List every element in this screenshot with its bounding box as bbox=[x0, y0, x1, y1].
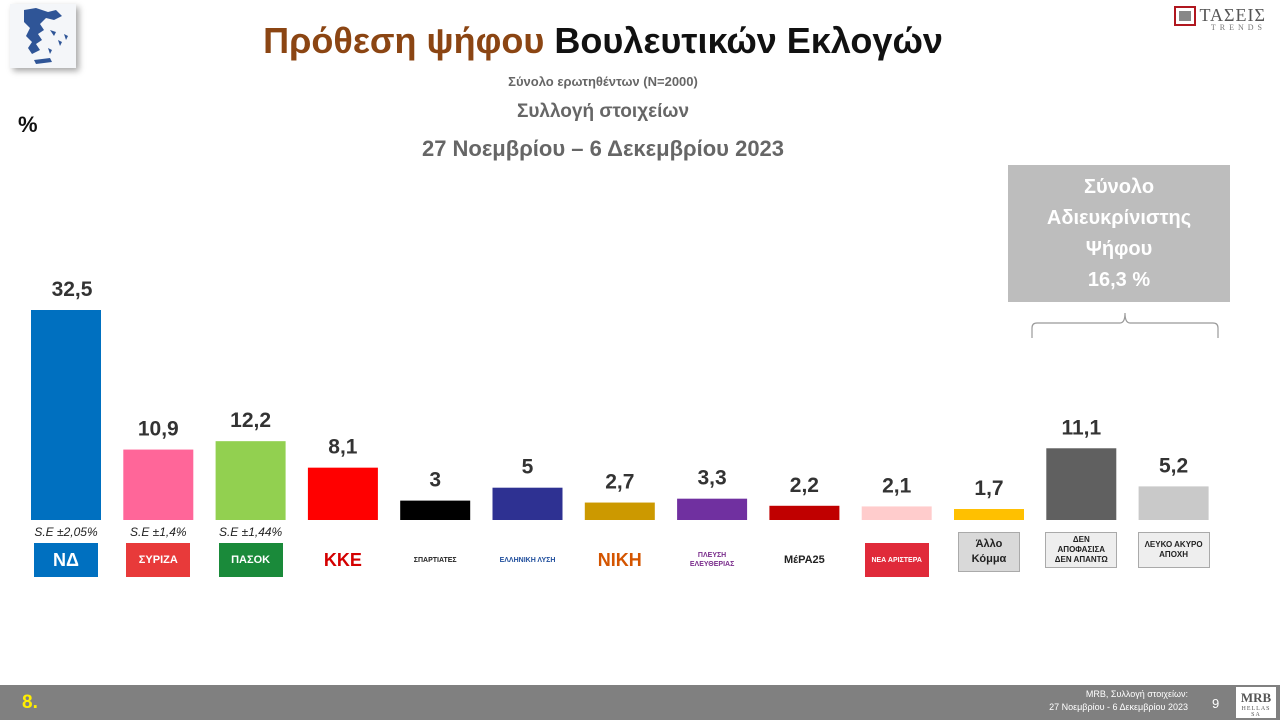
sample-subtitle: Σύνολο ερωτηθέντων (N=2000) bbox=[508, 74, 698, 89]
bar-10 bbox=[954, 509, 1024, 520]
footer-source: MRB, Συλλογή στοιχείων: 27 Νοεμβρίου - 6… bbox=[1049, 688, 1188, 714]
bar-value-label-12: 5,2 bbox=[1159, 454, 1188, 477]
logo-label-5: ΕΛΛΗΝΙΚΗ ΛΥΣΗ bbox=[499, 556, 556, 564]
bar-value-label-9: 2,1 bbox=[882, 474, 912, 497]
logo-label-12: ΛΕΥΚΟ ΑΚΥΡΟ ΑΠΟΧΗ bbox=[1144, 540, 1203, 559]
mrb-logo-text: MRB bbox=[1240, 690, 1272, 705]
collection-label: Συλλογή στοιχείων bbox=[516, 101, 690, 122]
elliniki-lysi-logo-icon: ΕΛΛΗΝΙΚΗ ΛΥΣΗ bbox=[495, 543, 560, 577]
total-box-line-1: Σύνολο bbox=[1083, 176, 1155, 198]
logo-label-11: ΔΕΝ ΑΠΟΦΑΣΙΣΑ ΔΕΝ ΑΠΑΝΤΩ bbox=[1054, 535, 1108, 564]
bar-value-label-1: 10,9 bbox=[138, 418, 179, 441]
bar-3 bbox=[307, 467, 378, 520]
title-part-2: Βουλευτικών Εκλογών bbox=[554, 20, 943, 61]
bar-11 bbox=[1046, 448, 1117, 520]
bar-value-label-6: 2,7 bbox=[605, 471, 634, 494]
bar-value-label-8: 2,2 bbox=[790, 474, 819, 497]
greece-map-icon bbox=[10, 4, 76, 68]
logo-label-1: ΣΥΡΙΖΑ bbox=[138, 553, 178, 566]
logo-label-2: ΠΑΣΟΚ bbox=[231, 553, 271, 566]
standard-error-label-0: S.E ±2,05% bbox=[34, 525, 98, 539]
total-box-line-2: Αδιευκρίνιστης bbox=[1046, 207, 1192, 229]
total-box-line-3: Ψήφου bbox=[1085, 238, 1153, 260]
footer-source-line-1: MRB, Συλλογή στοιχείων: bbox=[1085, 689, 1188, 699]
date-range: 27 Νοεμβρίου – 6 Δεκεμβρίου 2023 bbox=[421, 136, 785, 161]
mrb-logo-subtext: HELLAS SA bbox=[1241, 706, 1271, 718]
mera25-logo-icon: ΜέΡΑ25 bbox=[772, 543, 837, 577]
mrb-logo: MRB HELLAS SA bbox=[1236, 687, 1276, 718]
vote-intention-chart: 32,5 10,9 12,2 8,1 3 5 2,7 3,3 2,2 2,1 1,7 11,1 5,2 S… bbox=[31, 278, 1219, 539]
spartiates-logo-icon: ΣΠΑΡΤΙΑΤΕΣ bbox=[403, 543, 468, 577]
pasok-logo-icon: ΠΑΣΟΚ bbox=[218, 543, 283, 577]
logo-label-8: ΜέΡΑ25 bbox=[783, 553, 825, 566]
undecided-label: ΔΕΝ ΑΠΟΦΑΣΙΣΑ ΔΕΝ ΑΠΑΝΤΩ bbox=[1045, 532, 1118, 568]
syriza-logo-icon: ΣΥΡΙΖΑ bbox=[126, 543, 191, 577]
bar-2 bbox=[215, 441, 286, 520]
standard-error-label-2: S.E ±1,44% bbox=[219, 525, 283, 539]
niki-logo-icon: ΝΙΚΗ bbox=[587, 543, 652, 577]
bar-value-label-2: 12,2 bbox=[230, 409, 271, 432]
bar-8 bbox=[769, 505, 840, 520]
bar-6 bbox=[584, 502, 655, 520]
blank-invalid-label: ΛΕΥΚΟ ΑΚΥΡΟ ΑΠΟΧΗ bbox=[1137, 532, 1210, 568]
bar-value-label-5: 5 bbox=[522, 456, 534, 479]
bar-9 bbox=[861, 506, 932, 520]
bar-value-label-10: 1,7 bbox=[974, 477, 1003, 500]
tasseis-trends-logo: ΤΑΣΕΙΣ TRENDS bbox=[1173, 5, 1267, 32]
bar-value-label-11: 11,1 bbox=[1061, 416, 1101, 439]
bar-value-label-4: 3 bbox=[429, 469, 441, 492]
total-box-line-4: 16,3 % bbox=[1087, 269, 1151, 291]
brand-mark-icon bbox=[1173, 6, 1196, 26]
nd-logo-icon: ΝΔ bbox=[34, 543, 98, 577]
bar-1 bbox=[123, 449, 194, 520]
nea-aristera-logo-icon: ΝΕΑ ΑΡΙΣΤΕΡΑ bbox=[864, 543, 929, 577]
logo-label-6: ΝΙΚΗ bbox=[597, 549, 642, 570]
page-number: 9 bbox=[1212, 696, 1220, 711]
logo-label-7: ΠΛΕΥΣΗ ΕΛΕΥΘΕΡΙΑΣ bbox=[689, 552, 735, 568]
bar-7 bbox=[677, 498, 748, 520]
footer-source-line-2: 27 Νοεμβρίου - 6 Δεκεμβρίου 2023 bbox=[1049, 702, 1188, 712]
logo-label-9: ΝΕΑ ΑΡΙΣΤΕΡΑ bbox=[871, 556, 922, 564]
logo-label-3: ΚΚΕ bbox=[323, 549, 362, 570]
kke-logo-icon: ΚΚΕ bbox=[310, 543, 375, 577]
bar-value-label-0: 32,5 bbox=[52, 278, 93, 301]
bar-value-label-7: 3,3 bbox=[697, 467, 726, 490]
undecided-total-box: Σύνολο Αδιευκρίνιστης Ψήφου 16,3 % bbox=[1008, 165, 1230, 302]
logo-label-10: Άλλο Κόμμα bbox=[971, 538, 1007, 565]
brand-sub: TRENDS bbox=[1210, 23, 1266, 32]
bar-4 bbox=[400, 500, 471, 520]
bar-5 bbox=[492, 487, 563, 520]
footer-bar: 8. MRB, Συλλογή στοιχείων: 27 Νοεμβρίου … bbox=[0, 685, 1280, 720]
bar-12 bbox=[1138, 486, 1209, 520]
plefsi-logo-icon: ΠΛΕΥΣΗ ΕΛΕΥΘΕΡΙΑΣ bbox=[680, 543, 745, 577]
title-part-1: Πρόθεση ψήφου bbox=[263, 20, 545, 61]
slide-number: 8. bbox=[22, 692, 38, 713]
page-title: Πρόθεση ψήφου Βουλευτικών Εκλογών bbox=[0, 20, 1206, 62]
unit-label: % bbox=[18, 112, 38, 137]
standard-error-label-1: S.E ±1,4% bbox=[130, 525, 187, 539]
brand-name: ΤΑΣΕΙΣ bbox=[1199, 5, 1266, 25]
bar-value-label-3: 8,1 bbox=[328, 436, 358, 459]
logo-label-4: ΣΠΑΡΤΙΑΤΕΣ bbox=[413, 556, 457, 564]
logo-label-0: ΝΔ bbox=[53, 549, 79, 570]
undecided-brace bbox=[1031, 312, 1219, 338]
other-party-label: Άλλο Κόμμα bbox=[958, 532, 1020, 572]
bar-0 bbox=[31, 310, 101, 520]
